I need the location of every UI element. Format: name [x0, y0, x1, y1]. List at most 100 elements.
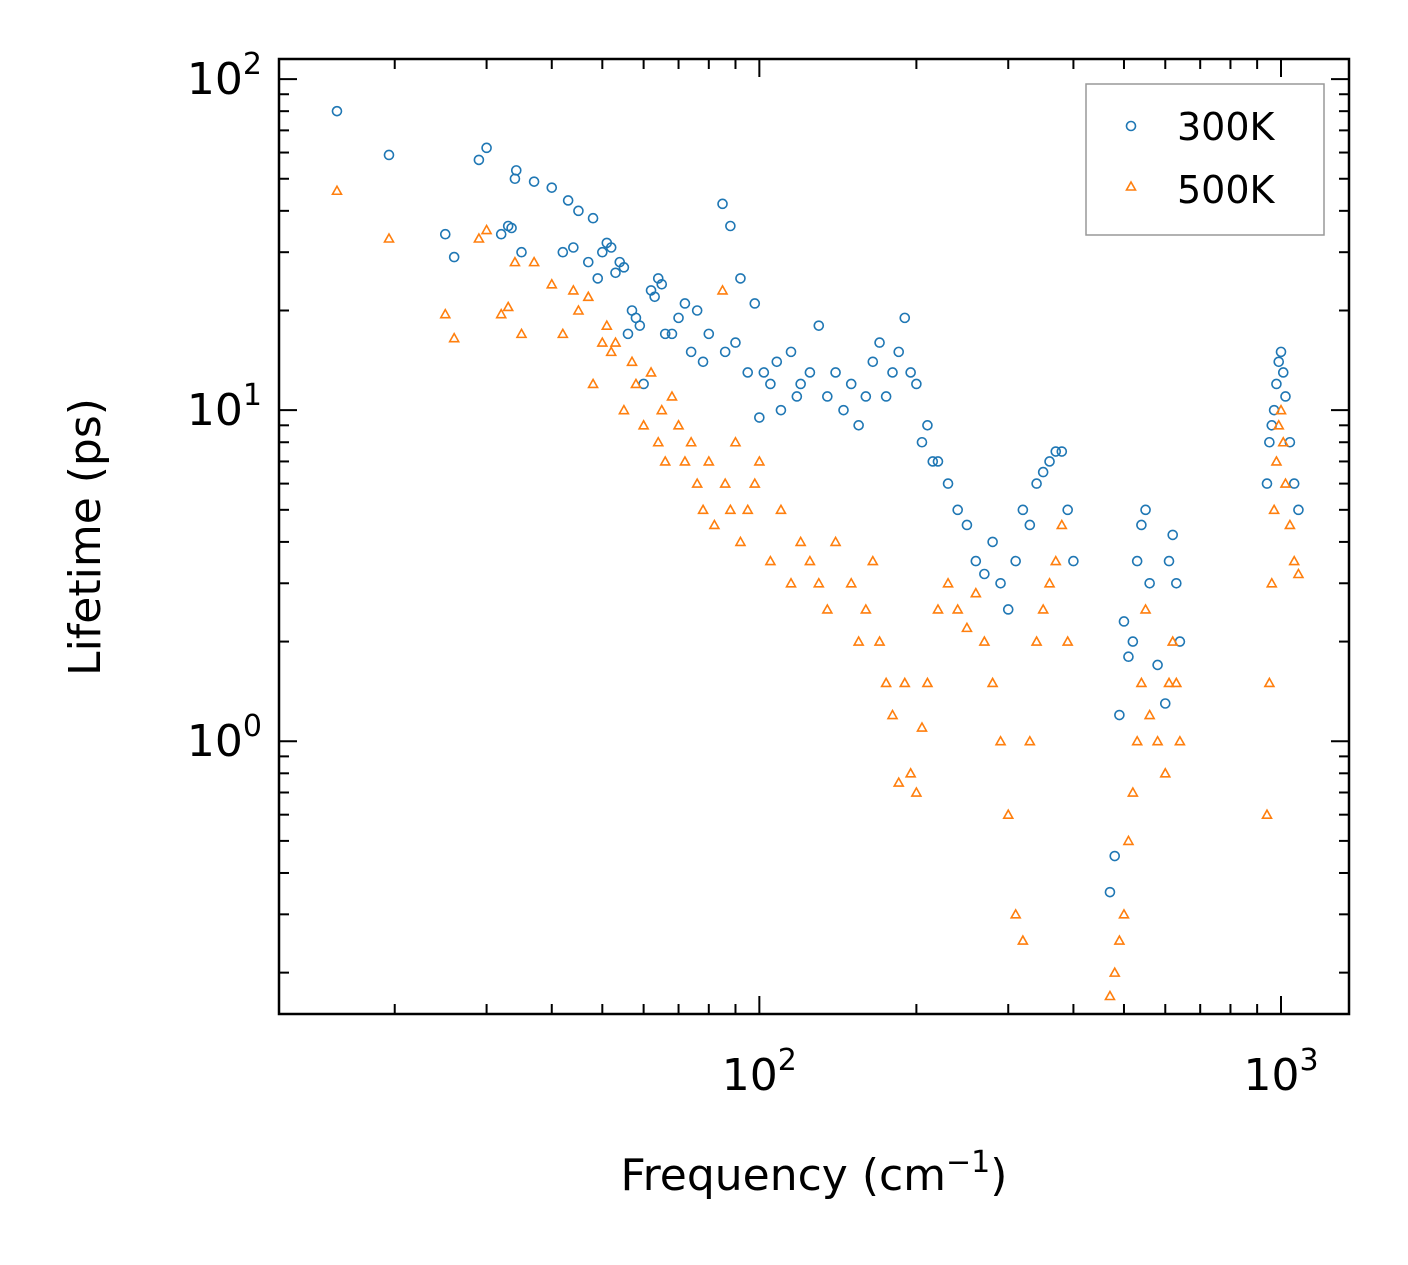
data-point-500k — [1284, 518, 1296, 530]
data-point-500k — [1263, 676, 1276, 688]
data-point-500k — [1292, 567, 1305, 579]
data-point-300k — [1144, 577, 1155, 589]
data-point-500k — [1030, 635, 1043, 646]
data-point-300k — [813, 320, 825, 331]
data-point-300k — [573, 205, 584, 217]
data-point-500k — [1104, 989, 1116, 1001]
data-point-500k — [1270, 455, 1283, 466]
data-point-300k — [673, 312, 684, 324]
data-point-500k — [1122, 834, 1135, 846]
data-point-500k — [794, 535, 807, 547]
data-point-300k — [754, 412, 765, 423]
plot-frame — [277, 57, 1351, 1016]
data-point-300k — [765, 378, 776, 390]
data-point-500k — [910, 786, 923, 797]
data-point-300k — [1118, 616, 1130, 627]
data-point-500k — [1170, 676, 1183, 688]
data-point-500k — [1166, 635, 1179, 646]
data-point-500k — [716, 284, 729, 295]
data-point-300k — [1127, 636, 1139, 647]
y-tick-label-exponent: 2 — [243, 47, 262, 82]
data-point-300k — [979, 568, 990, 580]
data-point-500k — [708, 518, 721, 530]
data-point-300k — [1062, 504, 1073, 516]
data-point-300k — [546, 182, 558, 193]
data-point-500k — [1261, 808, 1273, 819]
data-point-500k — [605, 345, 618, 357]
data-point-300k — [1044, 456, 1055, 467]
data-point-300k — [893, 346, 905, 358]
data-point-500k — [1272, 419, 1285, 430]
data-point-500k — [1009, 908, 1022, 919]
data-point-300k — [473, 154, 485, 166]
data-point-500k — [1143, 708, 1156, 720]
data-point-300k — [874, 337, 885, 348]
data-point-500k — [691, 477, 704, 488]
data-point-300k — [597, 246, 608, 258]
data-point-300k — [942, 478, 954, 489]
data-point-500k — [1113, 934, 1126, 945]
data-point-500k — [383, 232, 395, 243]
data-point-300k — [717, 198, 728, 210]
data-points — [331, 105, 1305, 1001]
y-tick-label: 100 — [187, 709, 262, 767]
data-point-300k — [771, 356, 783, 368]
data-point-500k — [1135, 676, 1148, 688]
data-point-500k — [724, 503, 737, 515]
data-point-300k — [659, 328, 671, 340]
data-point-300k — [528, 176, 540, 187]
data-point-300k — [995, 577, 1006, 589]
data-point-300k — [697, 356, 709, 368]
data-point-300k — [1010, 555, 1021, 567]
data-point-500k — [845, 577, 858, 588]
data-point-500k — [994, 735, 1007, 746]
y-tick-label-base: 10 — [187, 716, 243, 767]
data-point-300k — [516, 246, 527, 258]
data-point-300k — [830, 367, 841, 378]
data-point-300k — [1261, 478, 1273, 489]
x-tick-label: 103 — [1243, 1043, 1318, 1101]
data-point-300k — [961, 519, 973, 531]
data-point-300k — [1056, 446, 1068, 457]
data-point-300k — [656, 278, 668, 290]
data-point-500k — [1023, 735, 1036, 746]
legend-box — [1085, 83, 1325, 236]
data-point-300k — [448, 251, 460, 263]
data-point-300k — [735, 273, 746, 284]
data-point-300k — [922, 420, 933, 431]
data-point-300k — [1002, 604, 1014, 615]
data-point-300k — [927, 456, 939, 467]
data-point-500k — [697, 503, 709, 515]
data-point-300k — [634, 320, 646, 331]
data-point-300k — [1159, 698, 1171, 709]
data-point-300k — [1031, 478, 1042, 489]
data-point-300k — [1024, 519, 1036, 531]
data-point-300k — [568, 242, 579, 253]
data-point-500k — [986, 676, 999, 688]
data-point-500k — [719, 477, 732, 488]
data-point-300k — [618, 262, 630, 273]
data-point-300k — [679, 298, 691, 309]
x-tick-label-base: 10 — [1243, 1050, 1299, 1101]
data-point-300k — [795, 378, 806, 390]
data-point-500k — [748, 477, 761, 488]
data-point-300k — [1277, 367, 1289, 378]
data-point-300k — [562, 195, 574, 206]
data-point-300k — [1271, 378, 1282, 390]
data-point-300k — [932, 456, 944, 467]
data-point-500k — [1265, 577, 1278, 588]
data-point-300k — [605, 242, 617, 253]
data-point-500k — [916, 721, 928, 732]
data-point-500k — [892, 776, 905, 787]
legend-marker-500k — [1125, 180, 1137, 191]
series-500k — [331, 184, 1305, 1001]
data-point-500k — [1037, 603, 1050, 614]
data-point-500k — [679, 455, 691, 466]
data-point-300k — [685, 346, 697, 358]
data-point-300k — [952, 504, 963, 516]
data-point-300k — [1037, 466, 1049, 478]
x-axis-title-suffix: ) — [990, 1150, 1007, 1201]
data-point-300k — [1280, 391, 1291, 402]
